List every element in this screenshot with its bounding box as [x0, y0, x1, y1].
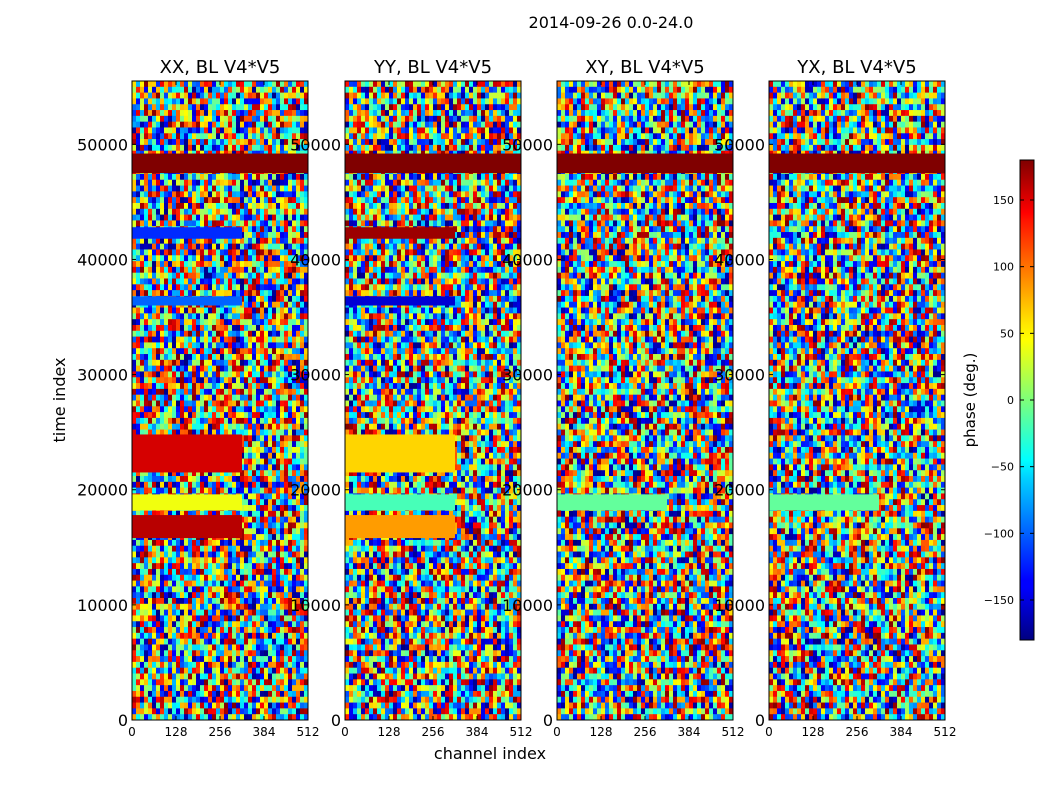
band-1	[769, 153, 945, 174]
x-tick-label: 0	[128, 725, 136, 739]
panels: XX, BL V4*V5 0 128 256 384 512 0 10000 20000 3000…	[77, 57, 956, 739]
panel-title: XX, BL V4*V5	[160, 57, 281, 78]
y-tick-label: 10000	[77, 596, 128, 615]
x-tick-label: 128	[590, 725, 613, 739]
y-tick-label: 30000	[502, 366, 553, 385]
x-tick-label: 512	[297, 725, 320, 739]
x-tick-label: 0	[553, 725, 561, 739]
y-tick-label: 20000	[77, 481, 128, 500]
colorbar-tick-label: 0	[1007, 394, 1014, 407]
y-tick-label: 0	[755, 711, 765, 730]
x-tick-label: 384	[890, 725, 913, 739]
panel-heatmap	[769, 81, 945, 720]
y-tick-label: 10000	[714, 596, 765, 615]
x-tick-label: 256	[634, 725, 657, 739]
y-tick-label: 0	[118, 711, 128, 730]
y-tick-label: 30000	[290, 366, 341, 385]
y-axis-label: time index	[50, 357, 69, 442]
band-1	[132, 153, 308, 174]
x-tick-label: 128	[165, 725, 188, 739]
y-tick-label: 40000	[77, 250, 128, 269]
y-tick-label: 50000	[77, 135, 128, 154]
y-tick-label: 20000	[290, 481, 341, 500]
x-tick-label: 384	[253, 725, 276, 739]
y-tick-label: 40000	[290, 250, 341, 269]
y-tick-label: 40000	[502, 250, 553, 269]
y-tick-label: 50000	[714, 135, 765, 154]
band-2	[132, 227, 242, 239]
colorbar-tick-label: 50	[1000, 327, 1014, 340]
band-4	[345, 434, 455, 473]
x-tick-label: 128	[802, 725, 825, 739]
panel-title: YX, BL V4*V5	[796, 57, 916, 78]
panel-2: YY, BL V4*V5 0 128 256 384 512 0 10000 20000 3000…	[290, 57, 532, 739]
panel-title: YY, BL V4*V5	[373, 57, 492, 78]
x-tick-label: 512	[510, 725, 533, 739]
panel-heatmap	[132, 81, 308, 720]
band-4	[132, 434, 242, 473]
x-tick-label: 0	[765, 725, 773, 739]
y-tick-label: 20000	[502, 481, 553, 500]
band-2	[345, 227, 455, 239]
x-tick-label: 384	[678, 725, 701, 739]
band-1	[557, 153, 733, 174]
band-3	[132, 296, 242, 306]
colorbar: −150 −100 −50 0 50 100 150 phase (deg.)	[961, 159, 1035, 641]
panel-title: XY, BL V4*V5	[585, 57, 704, 78]
panel-heatmap	[345, 81, 521, 720]
band-5	[769, 494, 879, 511]
x-tick-label: 512	[934, 725, 957, 739]
band-5	[345, 494, 455, 511]
y-tick-label: 30000	[714, 366, 765, 385]
y-tick-label: 10000	[290, 596, 341, 615]
band-6	[345, 515, 455, 539]
x-tick-label: 0	[341, 725, 349, 739]
band-6	[132, 515, 242, 539]
y-tick-label: 10000	[502, 596, 553, 615]
y-tick-label: 20000	[714, 481, 765, 500]
colorbar-tick-label: −150	[984, 594, 1014, 607]
x-tick-label: 512	[722, 725, 745, 739]
panel-1: XX, BL V4*V5 0 128 256 384 512 0 10000 20000 3000…	[77, 57, 319, 739]
figure-suptitle: 2014-09-26 0.0-24.0	[529, 13, 694, 32]
band-1	[345, 153, 521, 174]
x-tick-label: 256	[846, 725, 869, 739]
panel-heatmap	[557, 81, 733, 720]
band-5	[557, 494, 667, 511]
x-tick-label: 256	[422, 725, 445, 739]
x-tick-label: 384	[466, 725, 489, 739]
band-3	[345, 296, 455, 306]
x-tick-label: 128	[378, 725, 401, 739]
colorbar-tick-label: −50	[991, 461, 1014, 474]
y-tick-label: 30000	[77, 366, 128, 385]
y-tick-label: 0	[331, 711, 341, 730]
x-axis-label: channel index	[434, 744, 546, 763]
colorbar-tick-label: −100	[984, 527, 1014, 540]
y-tick-label: 50000	[290, 135, 341, 154]
band-5	[132, 494, 242, 511]
panel-4: YX, BL V4*V5 0 128 256 384 512 0 10000 20000 3000…	[714, 57, 956, 739]
y-tick-label: 40000	[714, 250, 765, 269]
x-tick-label: 256	[209, 725, 232, 739]
colorbar-ticks: −150 −100 −50 0 50 100 150	[984, 194, 1034, 607]
panel-3: XY, BL V4*V5 0 128 256 384 512 0 10000 20000 3000…	[502, 57, 744, 739]
colorbar-tick-label: 100	[993, 261, 1014, 274]
y-tick-label: 0	[543, 711, 553, 730]
y-tick-label: 50000	[502, 135, 553, 154]
colorbar-tick-label: 150	[993, 194, 1014, 207]
colorbar-label: phase (deg.)	[961, 353, 979, 448]
